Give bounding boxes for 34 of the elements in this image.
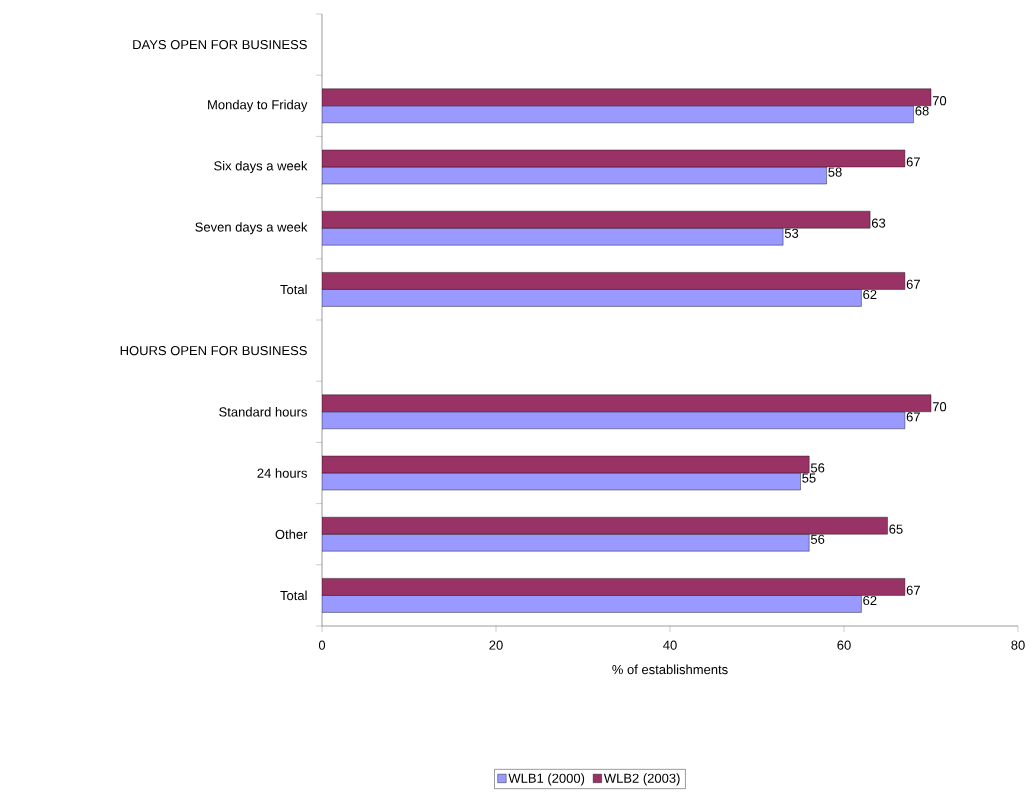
data-label: 56 — [810, 534, 825, 544]
y-tick-label: Standard hours — [219, 407, 307, 417]
data-label: 53 — [784, 228, 799, 238]
data-label: 58 — [828, 167, 842, 177]
x-tick-label: 60 — [837, 640, 851, 650]
x-tick-label: 80 — [1011, 640, 1025, 650]
y-tick-label: Six days a week — [214, 160, 308, 174]
data-label: 68 — [915, 106, 929, 116]
legend-label: WLB1 (2000) — [508, 773, 585, 786]
data-label: 67 — [906, 585, 920, 595]
data-label: 62 — [863, 289, 877, 300]
y-tick-label: HOURS OPEN FOR BUSINESS — [120, 346, 307, 356]
y-tick-label: Seven days a week — [195, 222, 308, 235]
y-tick-label: 24 hours — [257, 468, 307, 478]
data-label: 67 — [906, 412, 920, 422]
legend-label: WLB2 (2003) — [603, 773, 680, 786]
data-label: 67 — [906, 157, 920, 167]
data-label: 70 — [932, 402, 947, 412]
data-label: 56 — [810, 463, 825, 473]
y-tick-label: Monday to Friday — [208, 99, 308, 112]
x-tick-label: 0 — [318, 640, 326, 650]
x-tick-label: 20 — [489, 640, 503, 650]
data-label: 63 — [871, 218, 886, 228]
data-label: 62 — [863, 595, 877, 606]
y-tick-label: Other — [275, 529, 308, 539]
y-tick-label: Total — [280, 284, 307, 295]
y-tick-label: DAYS OPEN FOR BUSINESS — [133, 39, 307, 50]
x-axis-title: % of establishments — [612, 664, 728, 675]
data-label: 65 — [889, 524, 903, 534]
data-label: 67 — [906, 279, 920, 289]
data-label: 55 — [802, 473, 816, 483]
y-tick-label: Total — [280, 590, 307, 601]
data-label: 70 — [932, 96, 947, 106]
x-tick-label: 40 — [663, 640, 677, 650]
